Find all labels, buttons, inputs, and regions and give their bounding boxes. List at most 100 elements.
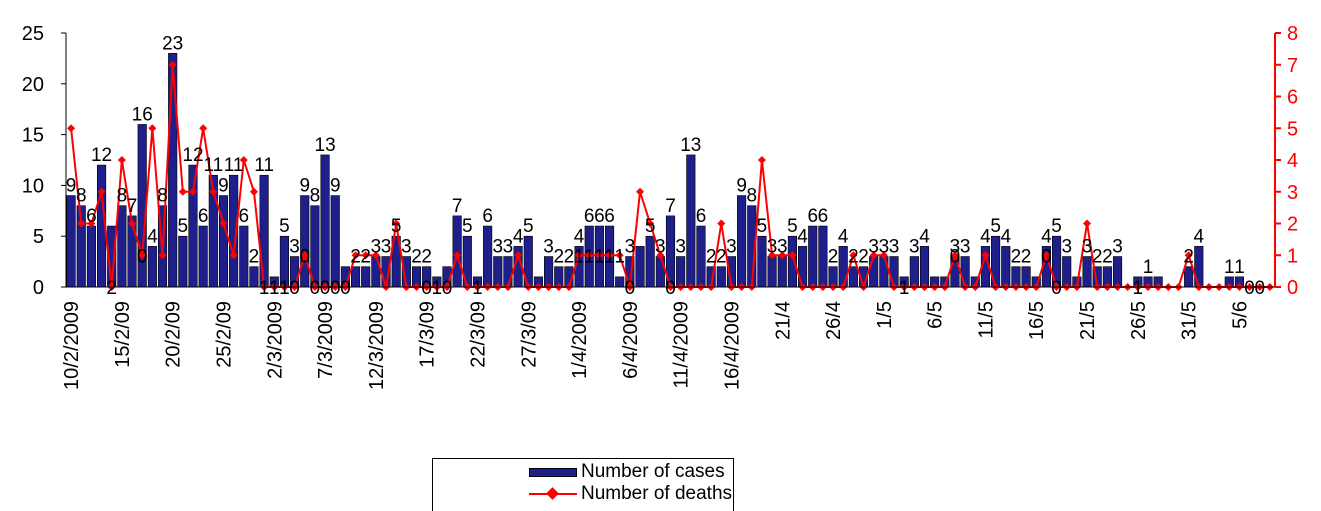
death-marker <box>219 219 228 228</box>
death-data-label: 1 <box>269 278 280 299</box>
death-data-label: 1 <box>1315 0 1321 5</box>
case-data-label: 2 <box>828 247 839 268</box>
case-data-label: 4 <box>513 226 524 247</box>
case-data-label: 3 <box>625 237 636 258</box>
case-bar <box>503 256 513 288</box>
x-tick-label: 7/3/2009 <box>315 301 337 379</box>
case-data-label: 3 <box>655 237 666 258</box>
left-tick-label: 5 <box>33 226 44 248</box>
case-data-label: 4 <box>147 226 158 247</box>
case-data-label: 4 <box>919 226 930 247</box>
death-marker <box>950 251 959 260</box>
case-bar <box>889 256 899 288</box>
death-marker <box>636 187 645 196</box>
case-data-label: 3 <box>503 237 514 258</box>
case-data-label: 2 <box>360 247 371 268</box>
death-marker <box>128 219 137 228</box>
case-bar <box>361 266 371 288</box>
case-bar <box>1062 256 1072 288</box>
case-data-label: 11 <box>254 155 274 176</box>
case-data-label: 4 <box>1041 226 1052 247</box>
death-marker <box>117 156 126 164</box>
x-tick-label: 6/4/2009 <box>620 301 642 379</box>
case-bar <box>686 154 696 288</box>
right-tick-label: 3 <box>1287 182 1298 204</box>
case-data-label: 4 <box>838 226 849 247</box>
death-data-label: 0 <box>1041 246 1052 267</box>
case-data-label: 5 <box>1051 216 1062 237</box>
case-bar <box>350 266 361 288</box>
case-data-label: 4 <box>1194 226 1205 247</box>
death-marker <box>656 251 665 260</box>
case-data-label: 2 <box>564 247 575 268</box>
x-tick-label: 16/4/2009 <box>721 301 743 390</box>
case-bar <box>198 225 208 288</box>
death-data-label: 1 <box>472 278 483 299</box>
death-data-label: 0 <box>1244 278 1255 299</box>
x-tick-label: 11/4/2009 <box>671 301 693 389</box>
case-data-label: 5 <box>645 216 656 237</box>
case-data-label: 9 <box>218 176 229 197</box>
case-data-label: 3 <box>1112 237 1123 258</box>
death-data-labels: 201110000000101111110010001001000 <box>106 0 1321 299</box>
right-tick-label: 7 <box>1287 55 1298 77</box>
case-data-label: 5 <box>523 216 534 237</box>
case-bar <box>767 256 777 288</box>
case-data-label: 2 <box>421 247 432 268</box>
death-marker <box>229 251 238 260</box>
death-data-label: 0 <box>289 278 300 299</box>
case-data-label: 6 <box>198 206 209 227</box>
case-data-label: 6 <box>818 206 829 227</box>
death-marker <box>188 187 197 196</box>
case-data-label: 3 <box>909 237 920 258</box>
left-tick-label: 20 <box>22 74 44 96</box>
case-bar <box>645 235 655 288</box>
right-tick-label: 0 <box>1287 277 1298 299</box>
case-data-label: 6 <box>807 206 818 227</box>
case-data-label: 2 <box>848 247 859 268</box>
case-data-label: 4 <box>797 226 808 247</box>
case-data-label: 1 <box>1234 257 1245 278</box>
case-bar <box>919 246 930 288</box>
case-data-label: 7 <box>127 196 138 217</box>
x-tick-label: 15/2/09 <box>112 301 134 368</box>
case-data-label: 4 <box>980 226 991 247</box>
case-data-label: 4 <box>574 226 585 247</box>
case-bar <box>493 256 503 288</box>
legend-bar-swatch <box>529 467 577 477</box>
right-tick-label: 8 <box>1287 23 1298 45</box>
death-marker <box>239 156 248 164</box>
death-data-label: 1 <box>594 246 605 267</box>
case-bar <box>960 256 970 288</box>
death-marker <box>77 219 86 228</box>
case-data-label: 3 <box>543 237 554 258</box>
case-data-label: 2 <box>858 247 869 268</box>
case-bar <box>371 256 381 288</box>
death-data-label: 0 <box>299 246 310 267</box>
case-data-label: 3 <box>492 237 503 258</box>
case-bar <box>676 256 686 288</box>
legend-line-swatch <box>529 487 577 501</box>
right-tick-label: 4 <box>1287 150 1298 172</box>
case-bar <box>86 225 96 288</box>
left-tick-label: 10 <box>22 175 44 197</box>
death-data-label: 1 <box>279 278 290 299</box>
death-data-label: 1 <box>259 278 270 299</box>
case-bar <box>696 225 706 288</box>
death-marker <box>757 156 766 164</box>
case-bar <box>818 225 828 288</box>
death-marker <box>249 187 258 196</box>
case-data-label: 3 <box>1082 237 1093 258</box>
x-tick-label: 1/4/2009 <box>569 301 591 379</box>
x-tick-label: 27/3/09 <box>518 301 540 368</box>
death-marker <box>87 219 96 228</box>
case-data-label: 6 <box>594 206 605 227</box>
case-bar <box>808 225 818 288</box>
case-data-label: 2 <box>706 247 717 268</box>
death-marker <box>199 124 208 133</box>
case-data-label: 8 <box>746 186 757 207</box>
x-tick-label: 2/3/2009 <box>264 301 286 379</box>
death-marker <box>869 251 878 260</box>
case-data-label: 3 <box>767 237 778 258</box>
case-bar <box>1001 246 1011 288</box>
